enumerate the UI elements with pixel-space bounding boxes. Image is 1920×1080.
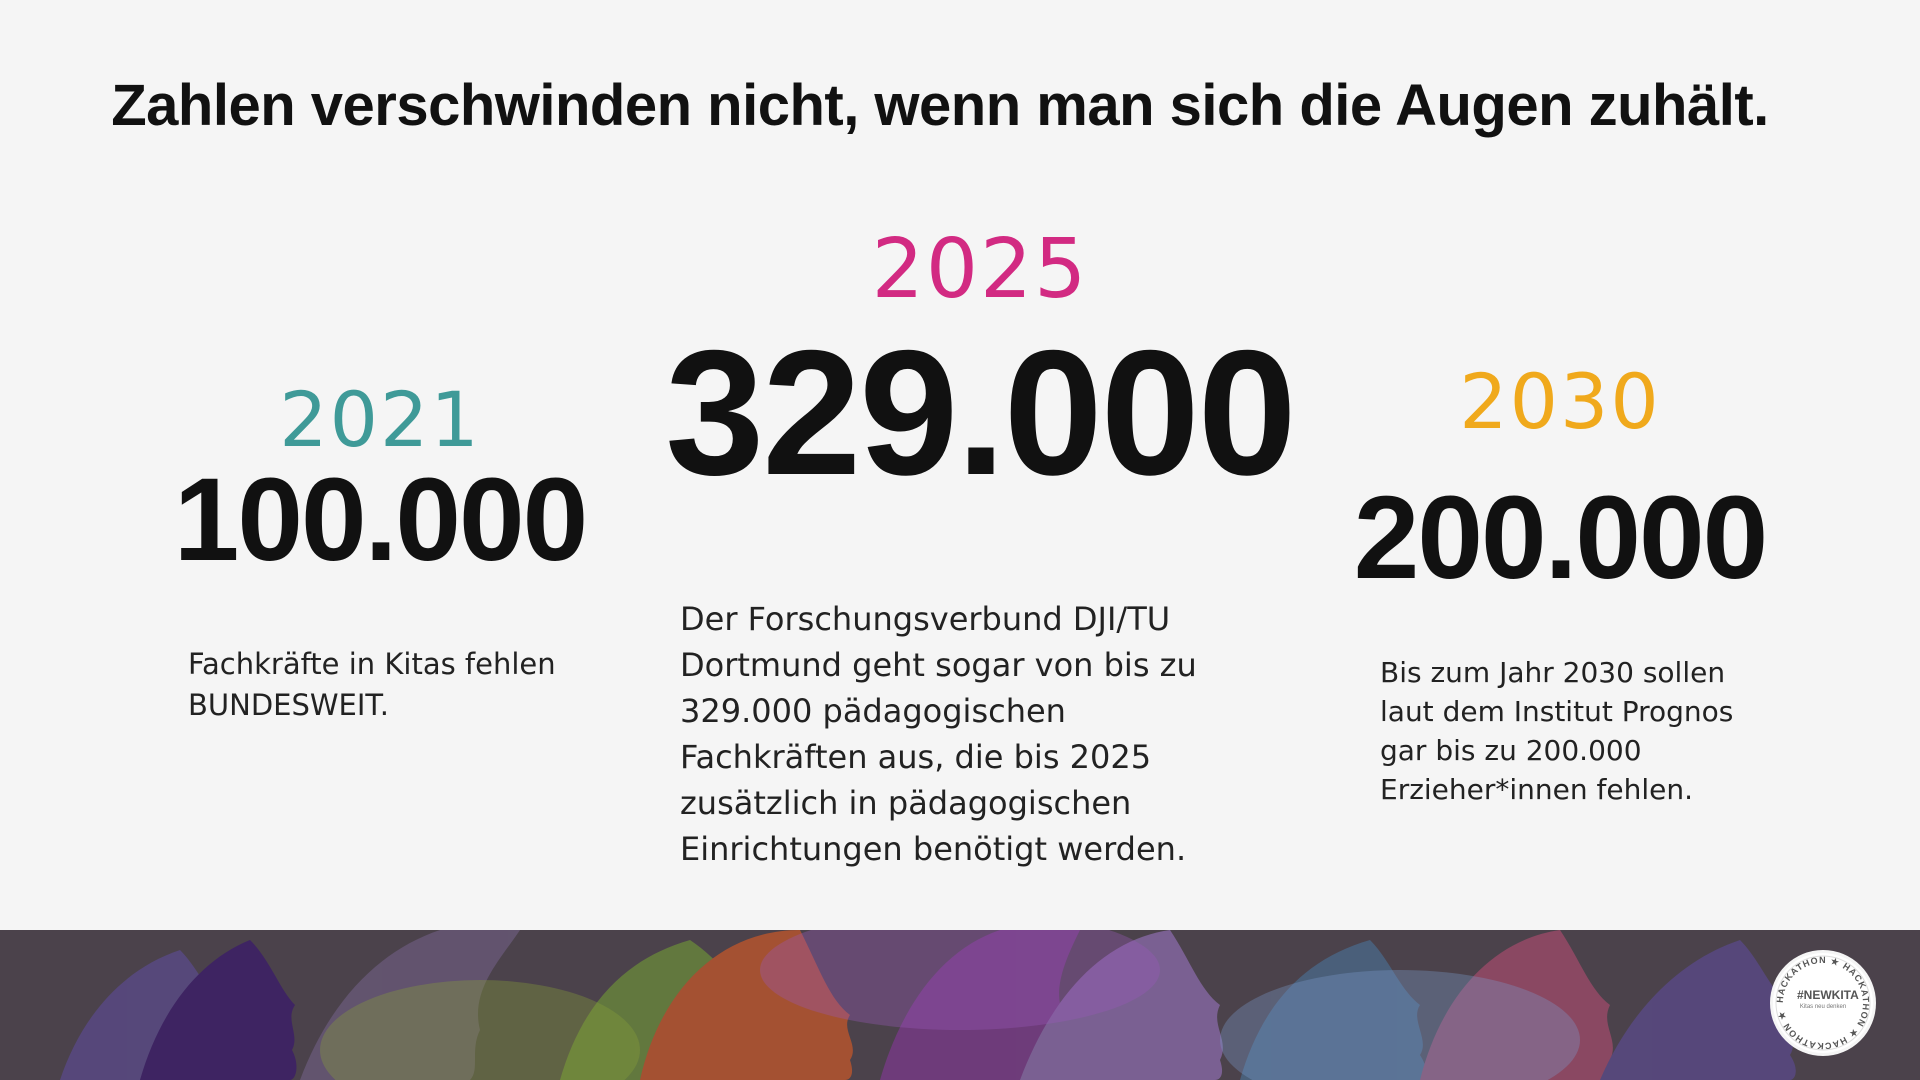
stat-year: 2030 [1459, 357, 1661, 446]
logo-mark: #NEWKITA [1797, 988, 1859, 1002]
logo-center: #NEWKITA Kitas neu denken [1797, 981, 1859, 1025]
stat-number: 200.000 [1353, 472, 1769, 604]
stat-2030: 2030 200.000 [1340, 357, 1780, 604]
stat-year: 2021 [279, 375, 481, 464]
decorative-banner [0, 930, 1920, 1080]
stat-number: 100.000 [173, 454, 589, 586]
hackathon-logo: HACKATHON ★ HACKATHON ★ HACKATHON ★ #NEW… [1773, 953, 1873, 1053]
stat-number: 329.000 [665, 313, 1296, 512]
stat-year: 2025 [871, 222, 1089, 317]
logo-subtitle: Kitas neu denken [1799, 1004, 1847, 1010]
logo-ring-icon: HACKATHON ★ HACKATHON ★ HACKATHON ★ [1775, 955, 1871, 1051]
stat-description: Der Forschungsverbund DJI/TU Dortmund ge… [680, 600, 1197, 868]
face-silhouettes-illustration [0, 930, 1920, 1080]
stat-2025: 2025 329.000 [640, 225, 1320, 503]
headline: Zahlen verschwinden nicht, wenn man sich… [111, 73, 1769, 138]
stat-2021: 2021 100.000 [160, 375, 600, 586]
stat-description: Fachkräfte in Kitas fehlen BUNDESWEIT. [188, 647, 556, 722]
stat-description: Bis zum Jahr 2030 sollen laut dem Instit… [1380, 656, 1734, 806]
